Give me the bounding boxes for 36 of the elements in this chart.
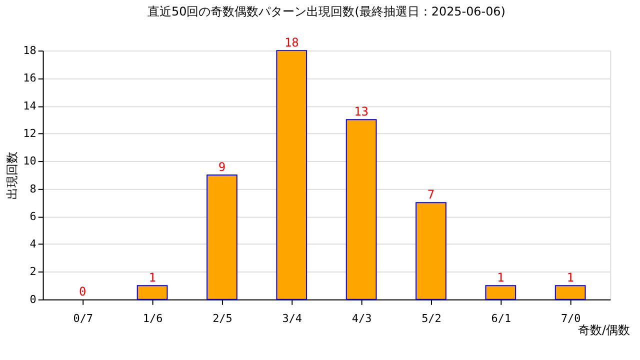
data-label: 9 — [218, 160, 226, 174]
x-tick-label: 7/0 — [560, 312, 581, 325]
y-tick-label: 2 — [30, 265, 36, 278]
y-tick-label: 14 — [23, 99, 37, 112]
x-tick-label: 5/2 — [422, 312, 442, 325]
bar — [346, 119, 377, 300]
y-tick-label: 0 — [30, 292, 36, 306]
x-tick-label: 1/6 — [142, 312, 163, 325]
data-label: 18 — [284, 36, 299, 50]
x-tick-label: 4/3 — [352, 312, 372, 325]
data-label: 7 — [427, 188, 435, 202]
chart-title: 直近50回の奇数偶数パターン出現回数(最終抽選日：2025-06-06) — [148, 4, 506, 19]
y-tick-label: 16 — [23, 72, 36, 85]
data-label: 1 — [148, 270, 156, 285]
data-label: 1 — [566, 270, 574, 285]
y-tick-label: 10 — [23, 154, 36, 168]
bar — [485, 285, 516, 300]
data-label: 1 — [497, 270, 504, 285]
x-tick-label: 0/7 — [73, 312, 93, 325]
bar — [206, 174, 238, 300]
x-axis-title: 奇数/偶数 — [578, 323, 630, 338]
bar — [136, 285, 168, 300]
x-tick-label: 3/4 — [282, 312, 302, 325]
bar — [416, 202, 446, 300]
data-label: 0 — [79, 284, 86, 298]
bar — [276, 50, 308, 300]
y-tick-label: 18 — [23, 44, 36, 58]
bar — [554, 285, 586, 300]
x-tick-label: 2/5 — [212, 312, 232, 325]
y-tick-label: 8 — [30, 182, 36, 196]
y-tick-label: 4 — [30, 238, 37, 251]
y-tick-label: 6 — [30, 210, 36, 223]
y-axis-title: 出現回数 — [5, 151, 20, 200]
x-tick-label: 6/1 — [491, 312, 512, 325]
data-label: 13 — [354, 104, 368, 119]
y-tick-label: 12 — [23, 126, 36, 140]
